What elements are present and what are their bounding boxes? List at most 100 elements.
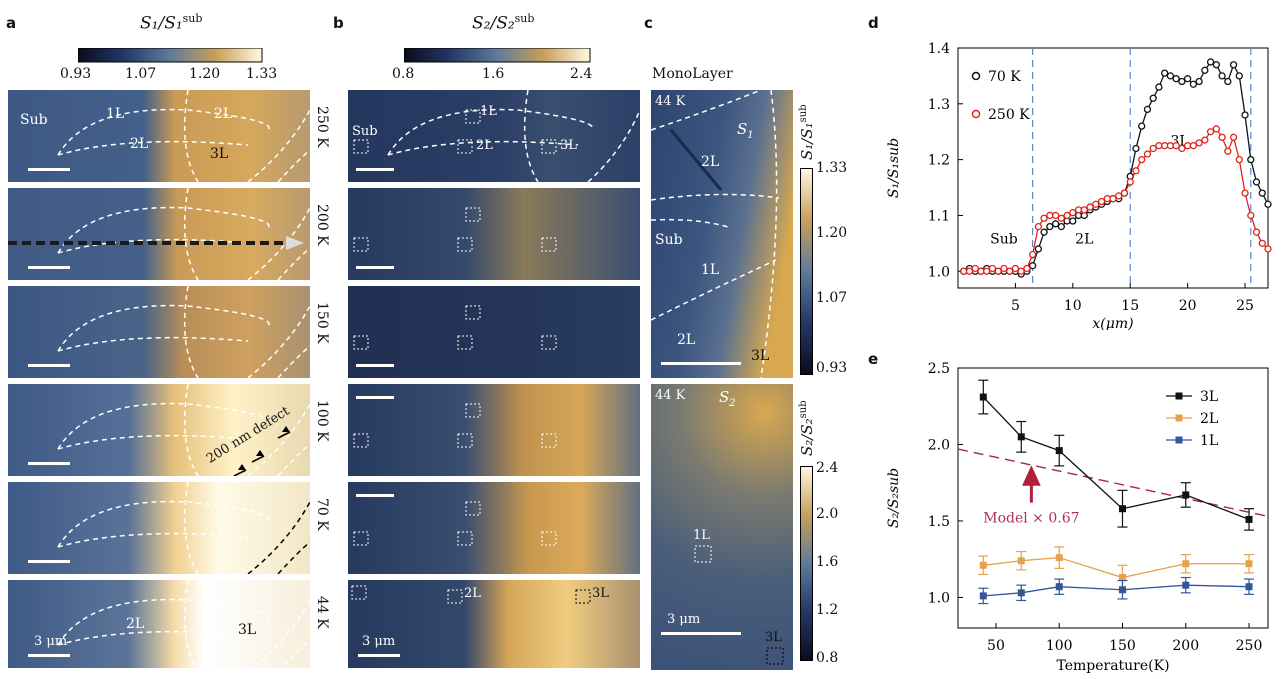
panel-c-cb2-tick-3: 1.2	[816, 602, 839, 618]
chart-d-point	[1161, 69, 1169, 77]
chart-e-point	[1017, 557, 1025, 565]
chart-d-point	[1264, 200, 1272, 208]
chart-d-point	[1132, 167, 1140, 175]
chart-d-point	[1000, 264, 1008, 273]
label-b-2l-44k: 2L	[464, 586, 481, 601]
colorbar-b-tick-0: 0.8	[392, 66, 415, 82]
panel-a-map-2	[8, 286, 310, 378]
panel-a-map-3: 200 nm defect	[8, 384, 310, 476]
chart-d-point	[1138, 122, 1146, 130]
panel-c-bot-scale: 3 μm	[667, 612, 701, 627]
chart-d-point	[1149, 144, 1157, 153]
chart-e: 50 100 150 200 250 1.0 1.5 2.0 2.5 Temperature(K)…	[886, 361, 1269, 674]
chart-d-point	[983, 267, 991, 275]
chart-d-point	[1235, 72, 1243, 80]
chart-d-point	[1224, 147, 1232, 155]
chart-d-point	[1006, 267, 1014, 275]
chart-d-legend-label-0: 70 K	[988, 69, 1021, 85]
chart-d-point	[1097, 197, 1106, 206]
chart-d-point	[1247, 155, 1255, 164]
colorbar-a	[78, 48, 263, 63]
chart-d-ytick-2: 1.2	[928, 153, 950, 169]
chart-d-point	[1166, 72, 1175, 80]
chart-e-ytick-2: 2.0	[928, 437, 950, 453]
chart-d-point	[1040, 214, 1048, 222]
label-sub: Sub	[20, 112, 48, 128]
chart-e-xtick-4: 250	[1236, 638, 1263, 654]
chart-d-xtick-2: 15	[1121, 298, 1139, 314]
chart-d-point	[1241, 111, 1249, 119]
chart-d-point	[1057, 214, 1065, 222]
chart-d-point	[1218, 133, 1226, 141]
chart-e-xtick-3: 200	[1172, 638, 1199, 654]
chart-d-region-1: 2L	[1075, 231, 1093, 247]
chart-d-point	[1229, 61, 1238, 69]
chart-d-point	[1201, 66, 1209, 74]
label-2l-lower: 2L	[130, 136, 149, 152]
chart-d-legend-marker-0	[971, 71, 981, 81]
chart-d-ytick-0: 1.0	[928, 264, 950, 280]
panel-label-b: b	[333, 14, 344, 32]
chart-d-point	[1069, 209, 1077, 217]
chart-d-point	[1218, 72, 1226, 80]
label-b-sub: Sub	[352, 124, 378, 139]
temp-label-1: 200 K	[314, 204, 330, 246]
chart-d-point	[1235, 155, 1243, 164]
panel-label-c: c	[644, 14, 653, 32]
chart-e-legend-label-2: 1L	[1200, 433, 1218, 449]
chart-d-point	[1109, 195, 1117, 203]
chart-e-xtick-2: 150	[1109, 638, 1136, 654]
chart-d-xtick-0: 5	[1011, 298, 1020, 314]
chart-d-point	[1034, 222, 1043, 231]
chart-e-point	[1118, 505, 1126, 513]
chart-d-point	[1258, 239, 1266, 247]
panel-b-map-4	[348, 482, 640, 574]
chart-e-point	[979, 592, 987, 600]
chart-d-point	[1189, 80, 1198, 88]
panel-c-cb1-tick-2: 1.07	[816, 290, 848, 306]
panel-label-e: e	[868, 350, 879, 368]
panel-c-bot-1l: 1L	[693, 528, 710, 543]
panel-c-cb1-label: S₁/S₁sub	[798, 104, 816, 160]
panel-a-map-0: Sub 1L 2L 2L 3L	[8, 90, 310, 182]
chart-d-point	[1057, 222, 1065, 231]
temp-label-2: 150 K	[314, 302, 330, 344]
chart-d-point	[1195, 139, 1203, 147]
chart-d-point	[1028, 250, 1037, 259]
panel-c-top-1l: 1L	[701, 262, 720, 278]
chart-e-point	[1118, 586, 1126, 594]
chart-d-point	[1229, 133, 1238, 141]
chart-d-point	[1138, 155, 1146, 164]
chart-d-point	[1252, 228, 1261, 236]
colorbar-b-tick-1: 1.6	[482, 66, 505, 82]
panel-c-cb2-tick-4: 0.8	[816, 650, 839, 666]
chart-d-point	[1189, 142, 1198, 150]
label-3l-44k: 3L	[238, 622, 257, 638]
chart-d-point	[1149, 94, 1157, 102]
panel-c-top-2lb: 2L	[677, 332, 696, 348]
chart-d-point	[965, 267, 974, 275]
chart-d-point	[988, 264, 997, 273]
chart-e-xtick-1: 100	[1046, 638, 1073, 654]
label-2l-44k: 2L	[126, 616, 145, 632]
chart-e-legend-label-0: 3L	[1200, 389, 1218, 405]
panel-c-cb1-tick-0: 1.33	[816, 160, 848, 176]
chart-e-point	[1055, 554, 1063, 562]
chart-d-xlabel: x(μm)	[1092, 316, 1133, 330]
chart-e-point	[979, 393, 987, 401]
panel-c-cb2-tick-2: 1.6	[816, 554, 839, 570]
chart-e-point	[1182, 491, 1190, 499]
label-2l: 2L	[214, 106, 233, 122]
chart-e-legend-marker-2	[1175, 436, 1183, 444]
chart-e-point	[1055, 583, 1063, 591]
chart-d-point	[1132, 144, 1140, 153]
chart-d-point	[1120, 189, 1129, 197]
label-b-2l: 2L	[476, 138, 493, 153]
chart-d-point	[1051, 220, 1060, 228]
chart-d-point	[1040, 228, 1048, 236]
colorbar-a-tick-1: 1.07	[125, 66, 157, 82]
chart-d-point	[1011, 264, 1020, 273]
chart-d-point	[1017, 267, 1025, 275]
chart-e-ytick-0: 1.0	[928, 590, 950, 606]
panel-c-cb1-tick-3: 0.93	[816, 360, 848, 376]
